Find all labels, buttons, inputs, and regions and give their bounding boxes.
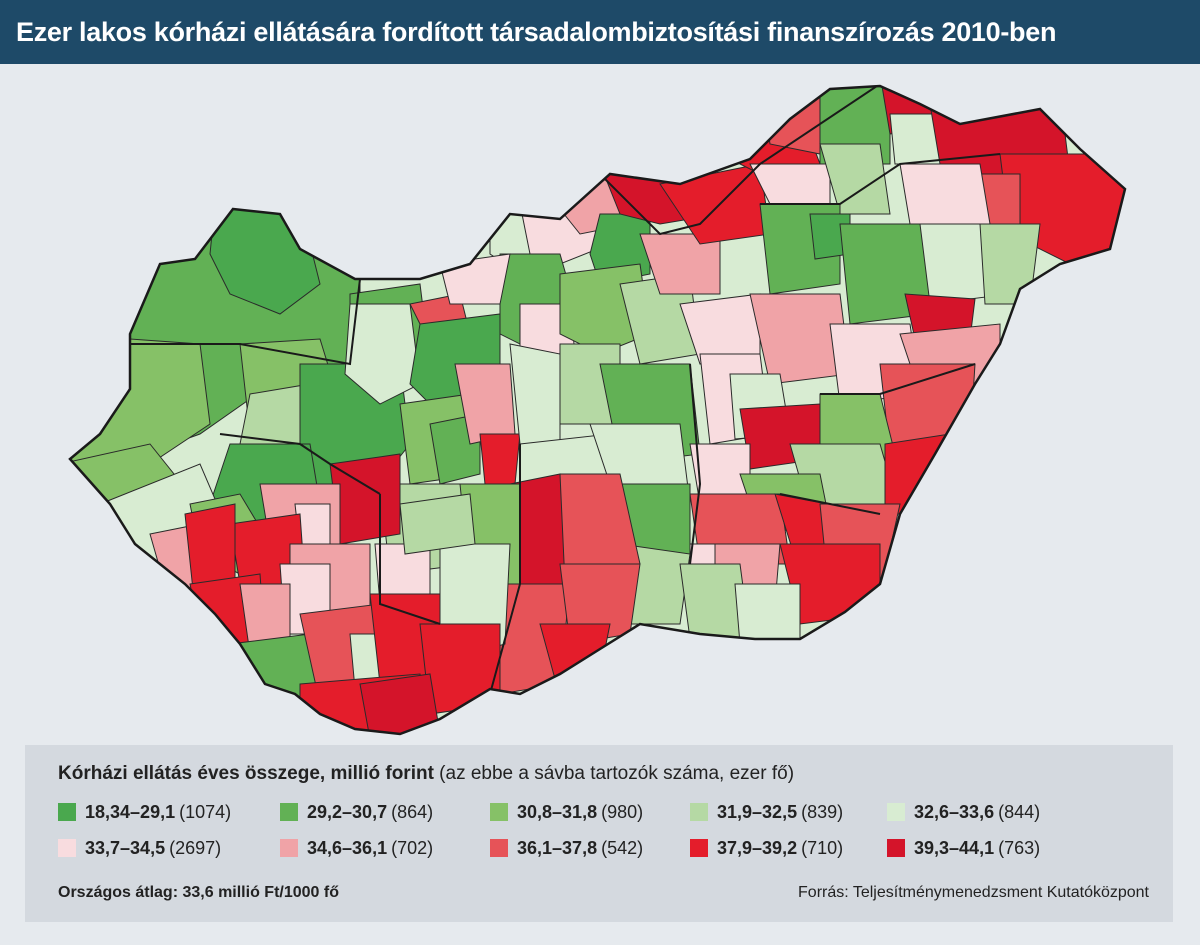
legend-count: (542) (601, 837, 644, 858)
legend-item: 39,3–44,1 (763) (887, 838, 1109, 859)
legend-range: 29,2–30,7 (307, 801, 388, 822)
legend-range: 37,9–39,2 (717, 837, 798, 858)
legend-swatch (887, 839, 905, 857)
legend-item: 31,9–32,5 (839) (690, 802, 887, 823)
legend-range: 31,9–32,5 (717, 801, 798, 822)
legend-item: 36,1–37,8 (542) (490, 838, 690, 859)
legend-title: Kórházi ellátás éves összege, millió for… (58, 763, 1173, 785)
legend-swatch (490, 839, 508, 857)
county-border (760, 153, 1001, 205)
county-border (599, 86, 881, 236)
legend-swatch (690, 803, 708, 821)
legend-item: 29,2–30,7 (864) (280, 802, 490, 823)
legend-row-green: 18,34–29,1 (1074) 29,2–30,7 (864) 30,8–3… (58, 794, 1173, 830)
legend-count: (864) (391, 801, 434, 822)
district-region (439, 253, 511, 305)
source-note: Forrás: Teljesítménymenedzsment Kutatókö… (798, 884, 1149, 901)
legend-title-main: Kórházi ellátás éves összege, millió for… (58, 763, 434, 784)
national-average: Országos átlag: 33,6 millió Ft/1000 fő (58, 884, 339, 901)
legend-swatch (280, 839, 298, 857)
county-border (489, 444, 521, 695)
legend-item: 37,9–39,2 (710) (690, 838, 887, 859)
legend-count: (844) (998, 801, 1041, 822)
county-border (130, 278, 361, 366)
legend-range: 32,6–33,6 (914, 801, 995, 822)
legend-count: (2697) (169, 837, 222, 858)
legend-count: (1074) (179, 801, 232, 822)
district-region (479, 433, 521, 485)
legend-range: 36,1–37,8 (517, 837, 598, 858)
district-region (399, 493, 476, 555)
county-border (779, 493, 881, 515)
county-border (219, 433, 381, 495)
legend-swatch (490, 803, 508, 821)
hungary-map-svg (68, 84, 1127, 736)
county-border (379, 494, 441, 625)
district-region (359, 673, 441, 734)
legend-count: (980) (601, 801, 644, 822)
legend-item: 32,6–33,6 (844) (887, 802, 1109, 823)
county-border (820, 363, 976, 395)
legend-swatch (58, 839, 76, 857)
district-region (899, 163, 991, 225)
legend-title-note: (az ebbe a sávba tartozók száma, ezer fő… (433, 763, 795, 784)
county-border (689, 363, 702, 565)
legend-range: 33,7–34,5 (85, 837, 166, 858)
district-region (819, 143, 891, 215)
legend: Kórházi ellátás éves összege, millió for… (25, 745, 1173, 922)
legend-footer: Országos átlag: 33,6 millió Ft/1000 fő F… (58, 884, 1149, 902)
legend-count: (763) (998, 837, 1041, 858)
legend-item: 18,34–29,1 (1074) (58, 802, 280, 823)
legend-range: 30,8–31,8 (517, 801, 598, 822)
legend-count: (710) (801, 837, 844, 858)
legend-range: 18,34–29,1 (85, 801, 176, 822)
legend-row-red: 33,7–34,5 (2697) 34,6–36,1 (702) 36,1–37… (58, 830, 1173, 866)
legend-swatch (887, 803, 905, 821)
district-region (734, 583, 801, 645)
district-region (979, 223, 1041, 305)
county-borders (130, 86, 1001, 695)
legend-range: 39,3–44,1 (914, 837, 995, 858)
legend-count: (839) (801, 801, 844, 822)
legend-item: 33,7–34,5 (2697) (58, 838, 280, 859)
legend-item: 34,6–36,1 (702) (280, 838, 490, 859)
legend-swatch (280, 803, 298, 821)
legend-swatch (58, 803, 76, 821)
legend-swatch (690, 839, 708, 857)
legend-range: 34,6–36,1 (307, 837, 388, 858)
district-layer (70, 86, 1125, 734)
hungary-map (0, 64, 1200, 744)
map-title: Ezer lakos kórházi ellátására fordított … (0, 0, 1200, 64)
legend-count: (702) (391, 837, 434, 858)
legend-item: 30,8–31,8 (980) (490, 802, 690, 823)
